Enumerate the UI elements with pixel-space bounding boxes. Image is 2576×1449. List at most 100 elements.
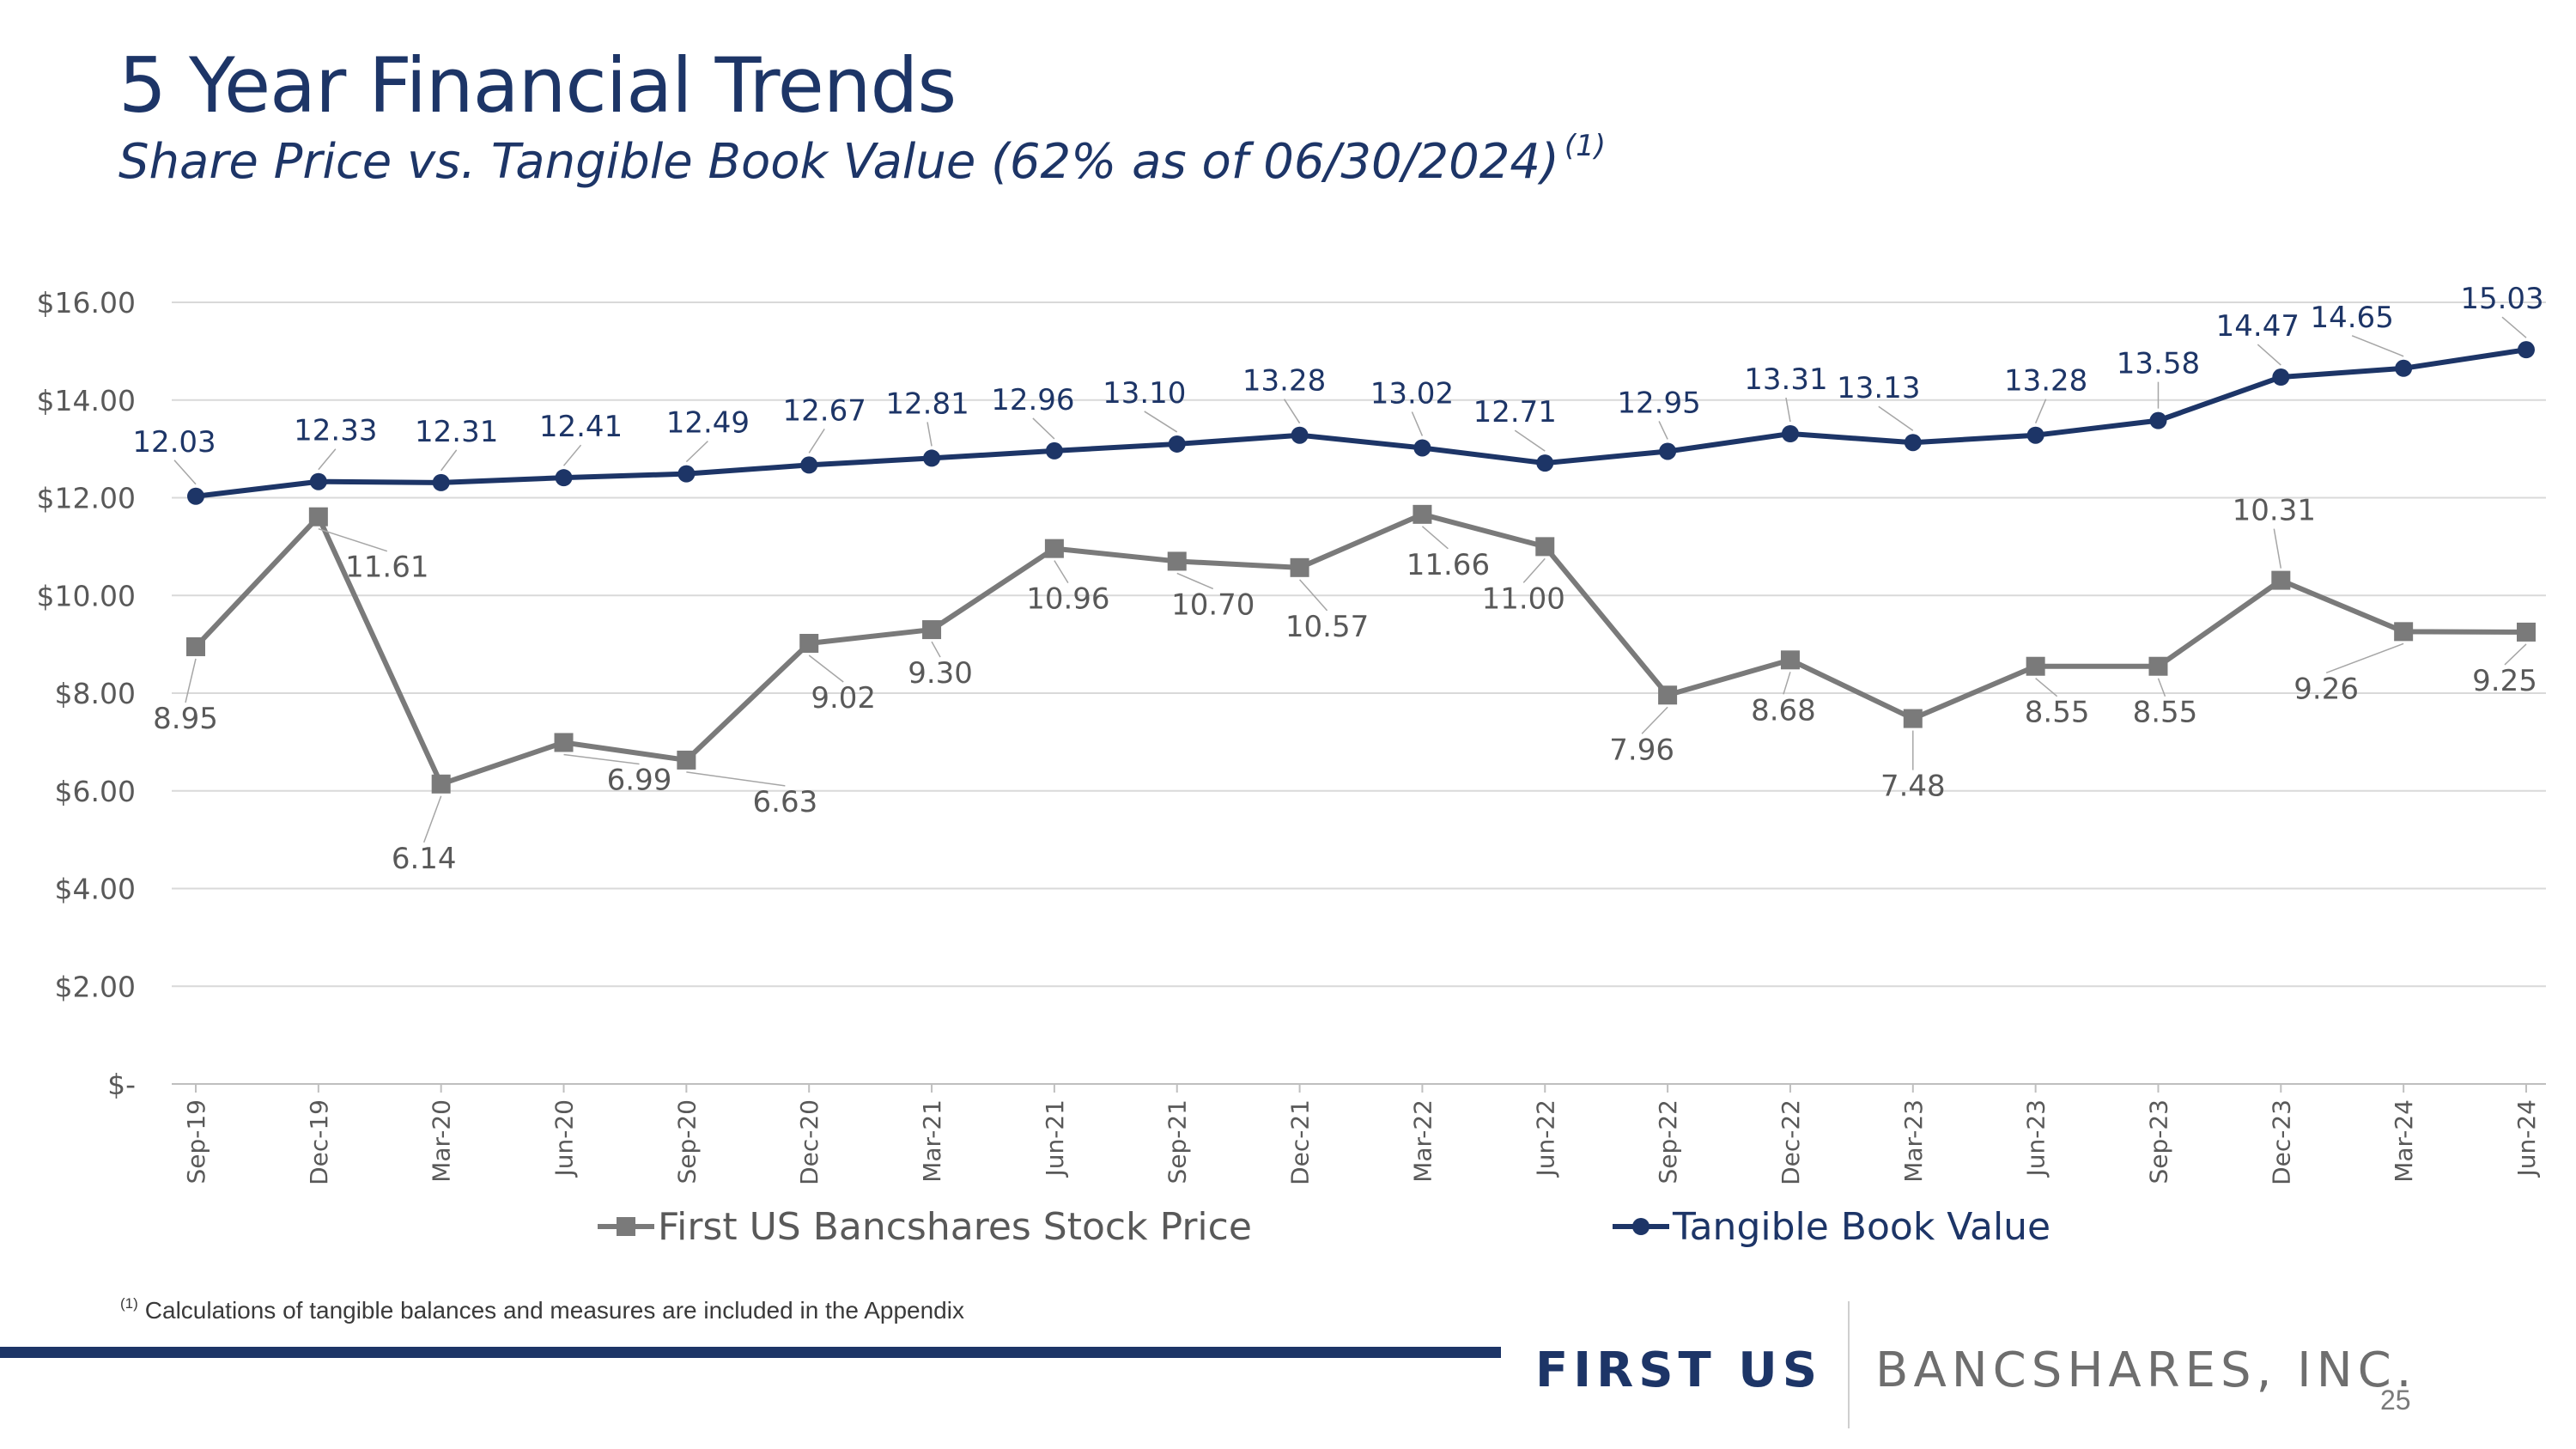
data-point-tbv <box>923 449 941 467</box>
leader-line <box>808 428 825 454</box>
leader-line <box>1878 405 1914 431</box>
data-label-tbv: 13.13 <box>1837 371 1920 405</box>
brand-name-bold: FIRST US <box>1535 1342 1823 1398</box>
data-point-stock-price <box>1780 650 1800 670</box>
data-label-tbv: 15.03 <box>2460 282 2543 316</box>
data-point-stock-price <box>308 507 328 527</box>
leader-line <box>562 444 582 466</box>
data-label-stock-price: 11.66 <box>1406 548 1490 582</box>
x-tick-label: Dec-20 <box>795 1099 823 1185</box>
data-label-tbv: 13.58 <box>2117 347 2200 381</box>
series-line-stock-price <box>193 511 2527 787</box>
data-label-stock-price: 8.55 <box>2133 696 2198 730</box>
leader-line <box>1176 572 1214 590</box>
y-tick-label: $- <box>107 1068 136 1101</box>
legend-item-tbv-label: Tangible Book Value <box>1672 1205 2050 1249</box>
data-point-tbv <box>2272 368 2290 387</box>
data-label-tbv: 12.03 <box>132 425 216 460</box>
data-label-tbv: 12.81 <box>885 387 969 421</box>
data-label-tbv: 12.67 <box>783 393 866 428</box>
legend-item-tbv-marker <box>1632 1218 1649 1235</box>
leader-line <box>185 658 197 703</box>
data-label-tbv: 14.47 <box>2216 309 2300 344</box>
series-group <box>186 341 2536 794</box>
data-point-stock-price <box>1167 551 1187 571</box>
leader-line <box>1522 557 1546 583</box>
leader-line <box>422 795 442 843</box>
x-tick-label: Sep-23 <box>2144 1099 2172 1184</box>
x-tick-label: Sep-21 <box>1163 1099 1192 1184</box>
y-tick-label: $10.00 <box>37 579 136 612</box>
data-point-tbv <box>2026 426 2044 444</box>
y-tick-label: $12.00 <box>37 482 136 515</box>
y-tick-label: $14.00 <box>37 384 136 417</box>
x-tick-label: Jun-21 <box>1041 1099 1069 1178</box>
footnote-marker: (1) <box>120 1295 138 1312</box>
data-point-tbv <box>1045 441 1063 460</box>
footnote: (1) Calculations of tangible balances and… <box>120 1295 964 1324</box>
leader-line <box>931 641 941 658</box>
data-point-tbv <box>2149 411 2167 429</box>
data-point-stock-price <box>2271 570 2291 590</box>
data-label-stock-price: 9.25 <box>2472 664 2537 698</box>
data-point-stock-price <box>799 633 819 653</box>
leader-line <box>685 441 708 463</box>
data-labels: 8.95 11.61 6.14 6.99 6.63 9.02 9.30 10.96 10.70 1… <box>132 282 2543 876</box>
data-label-tbv: 13.31 <box>1744 362 1827 397</box>
x-tick-label: Dec-19 <box>305 1099 333 1185</box>
data-label-stock-price: 10.70 <box>1171 588 1255 622</box>
leader-line <box>1641 706 1668 734</box>
data-point-stock-price <box>677 750 696 770</box>
page-number: 25 <box>2380 1385 2411 1416</box>
data-point-tbv <box>555 469 573 487</box>
data-label-stock-price: 6.99 <box>607 763 672 797</box>
data-label-stock-price: 10.96 <box>1026 582 1109 617</box>
x-tick-label: Sep-19 <box>182 1099 210 1184</box>
data-label-stock-price: 9.26 <box>2293 672 2359 706</box>
data-label-stock-price: 6.63 <box>753 785 818 819</box>
x-tick-label: Mar-20 <box>428 1099 456 1183</box>
series-line-tbv <box>195 347 2527 499</box>
data-label-tbv: 12.31 <box>415 415 498 449</box>
data-point-stock-price <box>1413 504 1432 524</box>
y-tick-label: $2.00 <box>55 970 136 1003</box>
leader-line <box>1054 560 1069 584</box>
subtitle-text: Share Price vs. Tangible Book Value (62%… <box>118 134 1559 190</box>
data-point-stock-price <box>2148 656 2168 676</box>
data-label-stock-price: 9.02 <box>811 681 876 715</box>
data-label-stock-price: 6.14 <box>392 842 457 876</box>
data-point-tbv <box>1536 454 1554 472</box>
x-axis-tick-labels: Sep-19 Dec-19 Mar-20 Jun-20 Sep-20 Dec-20 Mar-… <box>182 1099 2541 1185</box>
data-point-tbv <box>309 472 327 490</box>
leader-line <box>686 771 786 787</box>
data-label-tbv: 12.33 <box>294 414 377 448</box>
data-point-tbv <box>1168 435 1186 453</box>
leader-line <box>1785 397 1791 423</box>
data-point-stock-price <box>1903 709 1923 728</box>
data-label-stock-price: 9.30 <box>908 656 973 691</box>
x-tick-label: Mar-21 <box>918 1099 946 1183</box>
legend-item-stock-price-label: First US Bancshares Stock Price <box>658 1205 1252 1249</box>
leader-line <box>1658 421 1668 440</box>
leader-line <box>2257 344 2281 366</box>
data-label-stock-price: 8.68 <box>1751 693 1816 728</box>
leader-line <box>927 422 933 447</box>
leader-line <box>1283 399 1301 424</box>
data-label-tbv: 14.65 <box>2310 301 2393 335</box>
data-label-stock-price: 8.55 <box>2025 696 2090 730</box>
x-tick-label: Mar-23 <box>1899 1099 1928 1183</box>
x-tick-label: Mar-22 <box>1408 1099 1437 1183</box>
brand-name-light: BANCSHARES, INC. <box>1875 1342 2417 1398</box>
data-label-tbv: 13.28 <box>2004 364 2087 399</box>
brand-divider <box>1848 1301 1850 1428</box>
data-label-stock-price: 10.31 <box>2233 494 2316 528</box>
leader-line <box>2035 678 2058 697</box>
y-tick-label: $4.00 <box>55 873 136 906</box>
data-point-tbv <box>2395 359 2413 377</box>
data-point-tbv <box>2518 341 2535 359</box>
x-tick-label: Jun-24 <box>2512 1099 2541 1178</box>
x-tick-label: Sep-22 <box>1654 1099 1682 1184</box>
data-label-stock-price: 7.96 <box>1609 733 1674 767</box>
data-label-tbv: 13.02 <box>1370 376 1454 411</box>
